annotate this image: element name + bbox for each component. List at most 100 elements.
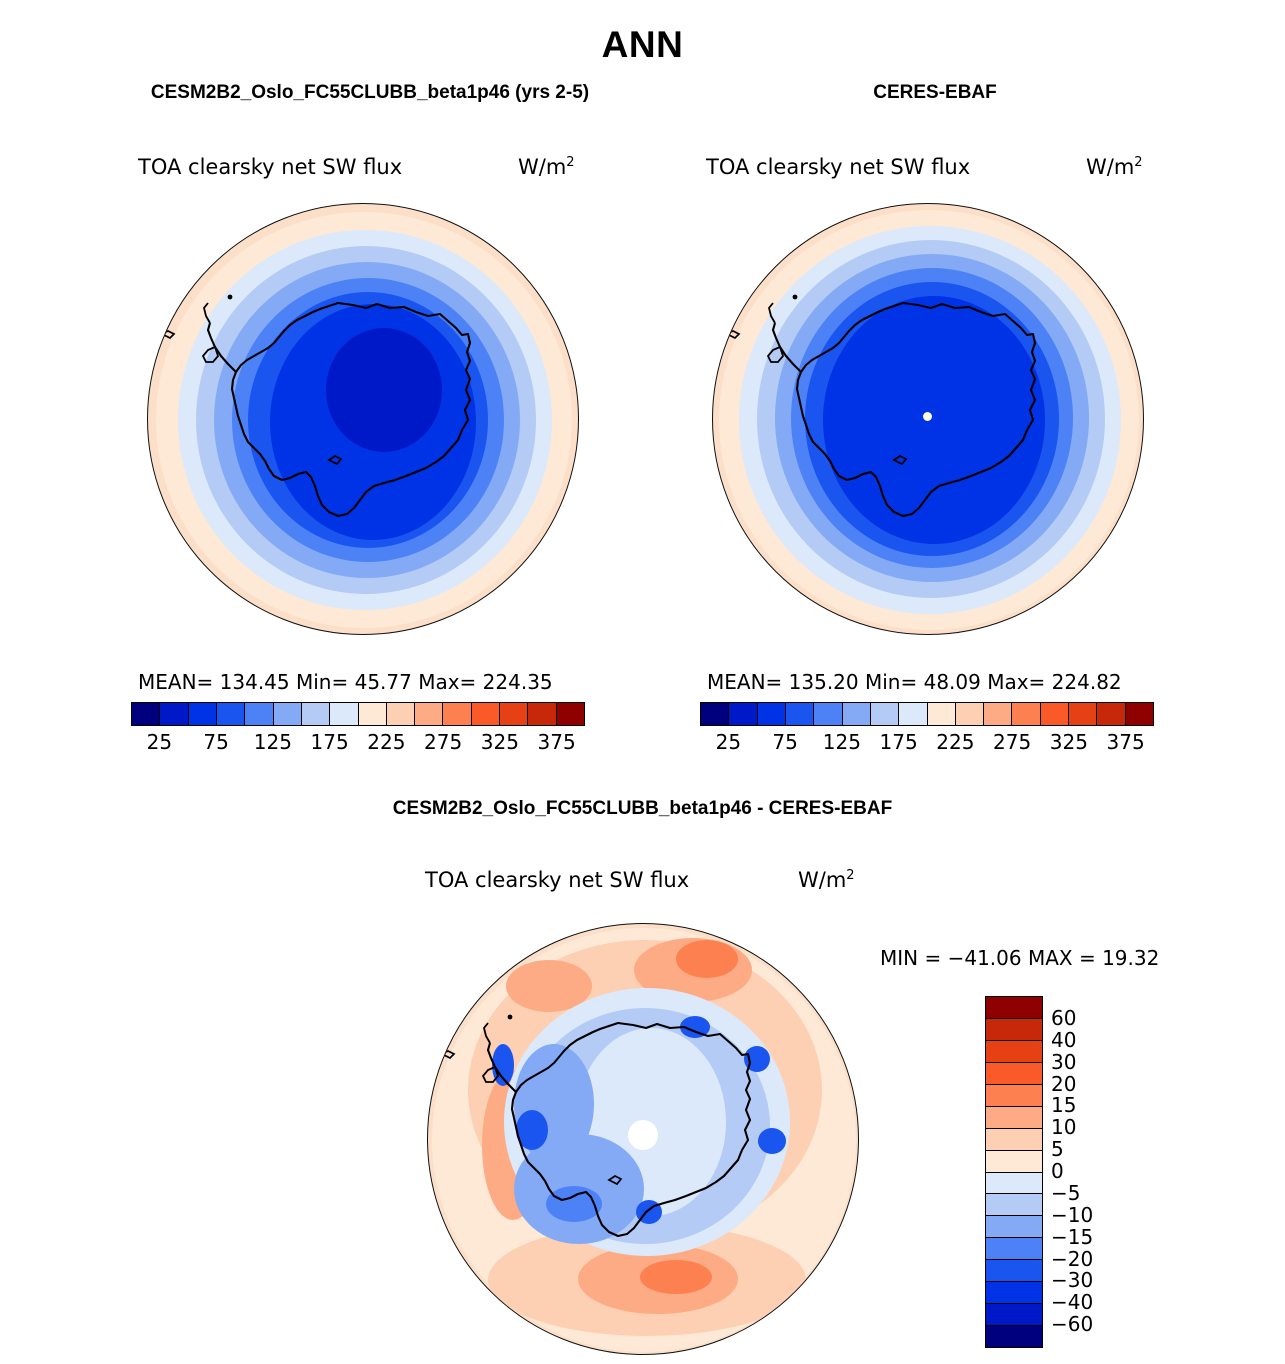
right-units-text: W/m — [1086, 155, 1135, 179]
diff-colorbar-tick-6: 5 — [1051, 1137, 1064, 1162]
colorbar-swatch-8 — [358, 703, 387, 725]
colorbar-tick-5: 275 — [424, 730, 463, 754]
right-panel-title: CERES-EBAF — [873, 82, 997, 103]
diff-colorbar-swatch-8 — [986, 1172, 1042, 1195]
diff-units-label: W/m2 — [798, 868, 855, 892]
diff-colorbar-swatch-1 — [986, 1018, 1042, 1041]
right-variable-label: TOA clearsky net SW flux — [706, 155, 971, 179]
diff-colorbar-swatch-9 — [986, 1194, 1042, 1217]
diff-colorbar-swatch-11 — [986, 1238, 1042, 1261]
diff-colorbar-tick-12: −30 — [1051, 1268, 1094, 1293]
right-colorbar-ticks: 25 75 125 175 225 275 325 375 — [700, 730, 1154, 756]
colorbar-tick-1: 75 — [772, 730, 798, 754]
diff-colorbar-tick-10: −15 — [1051, 1224, 1094, 1249]
diff-contour-cold-spot-ssw — [546, 1186, 602, 1222]
diff-polar-map[interactable] — [427, 923, 859, 1364]
left-colorbar[interactable]: 25 75 125 175 225 275 325 375 — [131, 702, 585, 756]
right-coastline — [725, 294, 1037, 518]
right-colorbar[interactable]: 25 75 125 175 225 275 325 375 — [700, 702, 1154, 756]
colorbar-swatch-0 — [701, 703, 730, 725]
diff-colorbar-tick-5: 10 — [1051, 1115, 1077, 1140]
diff-colorbar-ticks: 60 40 30 20 15 10 5 0 −5 −10 −15 −20 −30 −40 −60 — [1051, 996, 1121, 1346]
diff-stats-text: MIN = −41.06 MAX = 19.32 — [880, 946, 1160, 970]
colorbar-swatch-11 — [443, 703, 472, 725]
colorbar-swatch-10 — [415, 703, 444, 725]
colorbar-swatch-13 — [500, 703, 529, 725]
right-contour-core — [823, 296, 1045, 544]
colorbar-tick-4: 225 — [367, 730, 406, 754]
right-units-label: W/m2 — [1086, 155, 1143, 179]
diff-colorbar-tick-11: −20 — [1051, 1246, 1094, 1271]
diff-colorbar-swatch-2 — [986, 1040, 1042, 1063]
diff-contour-cold-spot-ne — [680, 1016, 710, 1038]
colorbar-tick-3: 175 — [879, 730, 918, 754]
left-units-label: W/m2 — [518, 155, 575, 179]
left-panel-title: CESM2B2_Oslo_FC55CLUBB_beta1p46 (yrs 2-5… — [150, 82, 590, 103]
colorbar-swatch-5 — [842, 703, 871, 725]
colorbar-swatch-11 — [1012, 703, 1041, 725]
diff-colorbar-tick-3: 20 — [1051, 1071, 1077, 1096]
diff-colorbar-tick-1: 40 — [1051, 1027, 1077, 1052]
colorbar-swatch-7 — [330, 703, 359, 725]
left-polar-map[interactable] — [147, 203, 579, 635]
colorbar-tick-7: 375 — [537, 730, 576, 754]
colorbar-swatch-6 — [301, 703, 331, 725]
right-colorbar-swatches[interactable] — [700, 702, 1154, 726]
colorbar-swatch-15 — [1125, 703, 1153, 725]
colorbar-tick-2: 125 — [822, 730, 861, 754]
left-coastline — [160, 294, 472, 518]
colorbar-swatch-2 — [757, 703, 786, 725]
diff-colorbar-swatch-4 — [986, 1084, 1042, 1107]
diff-colorbar-tick-7: 0 — [1051, 1159, 1064, 1183]
colorbar-swatch-6 — [870, 703, 900, 725]
colorbar-tick-7: 375 — [1106, 730, 1145, 754]
left-units-exponent: 2 — [566, 155, 575, 170]
diff-colorbar-swatch-3 — [986, 1062, 1042, 1085]
right-polar-map[interactable] — [712, 203, 1144, 635]
diff-colorbar-tick-9: −10 — [1051, 1202, 1094, 1227]
right-pole-data-gap — [923, 412, 932, 421]
colorbar-swatch-12 — [1040, 703, 1070, 725]
left-units-text: W/m — [518, 155, 567, 179]
diff-colorbar-tick-4: 15 — [1051, 1093, 1077, 1118]
diff-colorbar-tick-2: 30 — [1051, 1049, 1077, 1074]
diff-colorbar[interactable]: 60 40 30 20 15 10 5 0 −5 −10 −15 −20 −30 −40 −60 — [985, 996, 1093, 1348]
colorbar-swatch-1 — [729, 703, 758, 725]
left-stats-text: MEAN= 134.45 Min= 45.77 Max= 224.35 — [138, 670, 553, 694]
colorbar-swatch-14 — [528, 703, 557, 725]
colorbar-swatch-13 — [1069, 703, 1098, 725]
colorbar-swatch-3 — [785, 703, 815, 725]
colorbar-swatch-2 — [188, 703, 217, 725]
diff-contour-patch-ne-hot — [676, 940, 738, 978]
left-contour-core — [326, 328, 442, 452]
diff-units-text: W/m — [798, 868, 847, 892]
left-variable-label: TOA clearsky net SW flux — [138, 155, 403, 179]
diff-colorbar-swatch-6 — [986, 1128, 1042, 1151]
left-globe — [147, 203, 579, 635]
colorbar-tick-3: 175 — [310, 730, 349, 754]
colorbar-swatch-8 — [927, 703, 956, 725]
diff-colorbar-tick-14: −60 — [1051, 1312, 1094, 1337]
colorbar-swatch-0 — [132, 703, 161, 725]
colorbar-swatch-9 — [955, 703, 985, 725]
diff-coastline — [440, 1014, 752, 1238]
diff-colorbar-swatch-7 — [986, 1150, 1042, 1173]
colorbar-tick-6: 325 — [480, 730, 519, 754]
right-units-exponent: 2 — [1134, 155, 1143, 170]
left-colorbar-ticks: 25 75 125 175 225 275 325 375 — [131, 730, 585, 756]
right-stats-text: MEAN= 135.20 Min= 48.09 Max= 224.82 — [707, 670, 1122, 694]
colorbar-swatch-14 — [1097, 703, 1126, 725]
right-globe — [712, 203, 1144, 635]
left-colorbar-swatches[interactable] — [131, 702, 585, 726]
diff-colorbar-tick-0: 60 — [1051, 1005, 1077, 1030]
diff-panel-title: CESM2B2_Oslo_FC55CLUBB_beta1p46 - CERES-… — [392, 798, 893, 819]
diff-units-exponent: 2 — [846, 868, 855, 883]
colorbar-swatch-4 — [245, 703, 274, 725]
diff-colorbar-swatch-15 — [986, 1326, 1042, 1347]
colorbar-swatch-10 — [984, 703, 1013, 725]
colorbar-swatch-5 — [273, 703, 302, 725]
colorbar-tick-6: 325 — [1049, 730, 1088, 754]
diff-contour-patch-s-hot — [640, 1260, 712, 1294]
diff-colorbar-swatches[interactable] — [985, 996, 1043, 1348]
diff-colorbar-swatch-10 — [986, 1216, 1042, 1239]
